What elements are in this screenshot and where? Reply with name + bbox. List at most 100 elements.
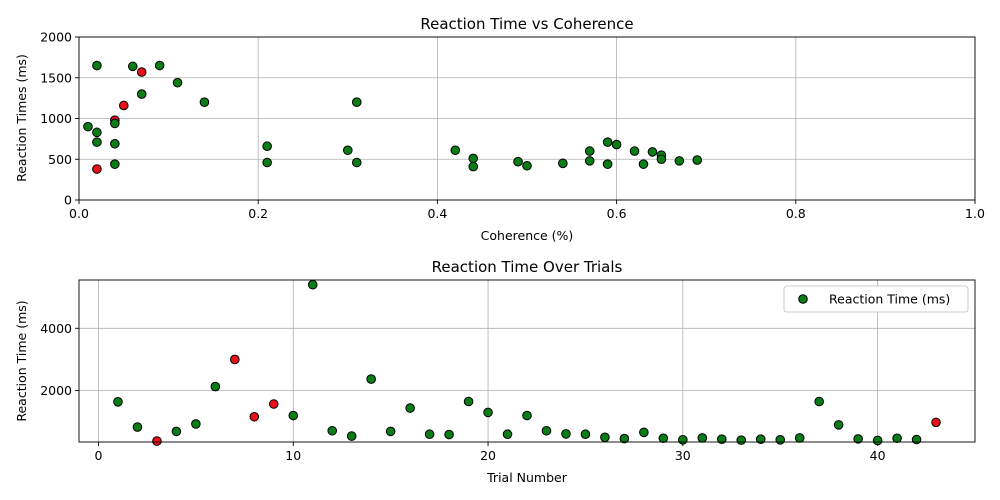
y-tick-label: 4000 [40,321,72,336]
data-point [853,434,863,444]
data-point [892,433,902,444]
data-point [692,155,703,165]
data-point-flagged [931,417,941,428]
data-point [405,403,415,413]
y-tick-label: 2000 [40,30,72,45]
chart-reaction-over-trials: Reaction Time Over Trials Trial Number R… [14,258,976,485]
chart-title: Reaction Time vs Coherence [420,15,633,33]
x-axis-label: Trial Number [486,470,568,485]
data-point [558,158,568,169]
data-point [619,433,630,444]
data-point-flagged [136,67,147,77]
data-points [83,60,703,174]
data-point [629,146,640,156]
data-point [580,429,591,440]
data-point [584,156,595,166]
data-point [424,429,435,440]
data-point [450,145,461,156]
legend-box [783,285,969,313]
data-point [199,97,210,107]
data-point [463,396,474,407]
data-point [794,433,805,443]
data-point [678,435,688,445]
data-point [191,419,201,429]
legend: Reaction Time (ms) [783,285,969,313]
data-point [92,137,102,147]
data-point [584,146,595,156]
data-point [638,159,649,169]
data-point [92,127,102,138]
x-tick-label: 40 [870,448,886,463]
y-tick-label: 2000 [40,383,72,398]
data-point-flagged [268,399,279,409]
x-tick-label: 10 [285,448,301,463]
plot-frame [78,279,976,443]
data-point [262,141,272,152]
data-point-flagged [152,436,162,446]
chart-reaction-vs-coherence: Reaction Time vs Coherence Coherence (%)… [14,15,985,243]
data-point [366,374,376,384]
data-point [346,431,357,441]
data-point [127,61,138,72]
data-point [814,396,824,407]
data-point [468,161,479,172]
data-point [92,60,102,71]
data-point [716,434,727,444]
legend-label: Reaction Time (ms) [829,292,950,307]
data-point [351,97,362,107]
x-tick-label: 0 [95,448,103,463]
data-point-flagged [92,164,102,174]
data-point [483,407,493,418]
data-point [658,433,669,444]
y-axis-label: Reaction Times (ms) [14,54,29,182]
data-points [113,279,941,446]
x-tick-label: 0.4 [427,206,447,221]
data-point [307,279,318,290]
gridlines [78,36,976,201]
plot-frame [78,36,976,201]
x-tick-label: 20 [480,448,496,463]
data-point [110,118,120,129]
x-axis-label: Coherence (%) [481,228,574,243]
y-axis-label: Reaction Time (ms) [14,300,29,421]
data-point [110,159,120,169]
data-point [83,121,93,132]
y-tick-label: 0 [64,193,72,208]
data-point [132,422,143,432]
data-point [154,60,165,71]
data-point [647,147,658,157]
data-point [502,429,513,440]
data-point [288,410,299,421]
y-tick-label: 500 [48,152,72,167]
data-point [775,435,786,445]
data-point [343,145,353,156]
data-point [611,139,622,150]
data-point [113,397,123,407]
data-point [561,429,571,439]
data-point [210,381,221,392]
data-point [513,156,523,167]
data-point [110,138,120,149]
data-point [541,425,552,436]
y-tick-label: 1500 [40,70,72,85]
data-point [674,156,685,166]
data-point-flagged [249,411,260,422]
data-point [736,435,747,445]
data-point [656,154,667,165]
data-point [351,157,362,168]
chart-title: Reaction Time Over Trials [432,258,623,276]
data-point [755,434,766,444]
x-tick-label: 0.6 [607,206,627,221]
x-tick-label: 0.2 [248,206,268,221]
data-point [833,420,844,430]
x-tick-label: 0.8 [786,206,806,221]
x-tick-label: 1.0 [965,206,985,221]
data-point [600,432,610,443]
data-point [522,160,532,171]
data-point [444,429,454,440]
data-point-flagged [230,354,240,365]
data-point [872,435,883,446]
data-point [385,426,396,437]
data-point [136,89,147,99]
